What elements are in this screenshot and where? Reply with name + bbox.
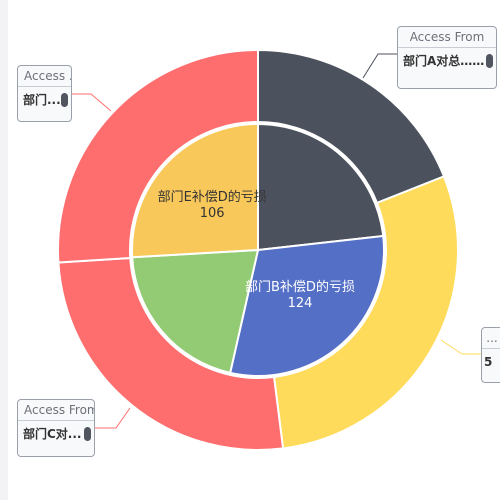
- inner-slice-value-4: 106: [200, 206, 225, 221]
- outer-ring-slice-3[interactable]: [57, 257, 285, 451]
- tooltip-bottom-left-value: 部门C对...: [18, 421, 94, 447]
- inner-slice-label-2: 部门B补偿D的亏损: [245, 279, 355, 295]
- tooltip-right-value: 5: [484, 355, 493, 369]
- tooltip-top-right-value: 部门A对总……: [398, 48, 496, 74]
- tooltip-top-left[interactable]: Access ... 部门...: [17, 65, 72, 122]
- inner-slice-value-2: 124: [288, 296, 313, 311]
- leader-line-bottom-left: [95, 407, 131, 429]
- inner-pie-slice-2[interactable]: [229, 234, 385, 377]
- tooltip-top-right-title: Access From: [398, 27, 496, 48]
- outer-ring-slice-4[interactable]: [57, 49, 259, 264]
- scrollbar-thumb[interactable]: [61, 93, 68, 107]
- tooltip-top-left-title: Access ...: [18, 66, 71, 87]
- tooltip-top-right[interactable]: Access From 部门A对总……: [397, 26, 497, 89]
- inner-slice-label-4: 部门E补偿D的亏损: [158, 189, 267, 205]
- tooltip-bottom-left-title: Access From: [18, 400, 94, 421]
- tooltip-right[interactable]: ... 5: [481, 327, 500, 383]
- leader-line-right: [440, 339, 481, 355]
- leader-line-top-right: [362, 53, 397, 79]
- leader-line-top-left: [72, 93, 112, 112]
- inner-pie-slice-4[interactable]: [131, 123, 259, 259]
- scrollbar-thumb[interactable]: [84, 427, 91, 441]
- scrollbar-thumb[interactable]: [486, 54, 493, 68]
- tooltip-bottom-left[interactable]: Access From 部门C对...: [17, 399, 95, 457]
- tooltip-top-left-value: 部门...: [18, 87, 71, 113]
- outer-ring-slice-2[interactable]: [273, 175, 459, 450]
- left-edge-strip: [0, 0, 8, 500]
- inner-pie-slice-1[interactable]: [257, 123, 385, 251]
- inner-pie-slice-3[interactable]: [131, 249, 259, 374]
- tooltip-right-title: ...: [482, 328, 500, 349]
